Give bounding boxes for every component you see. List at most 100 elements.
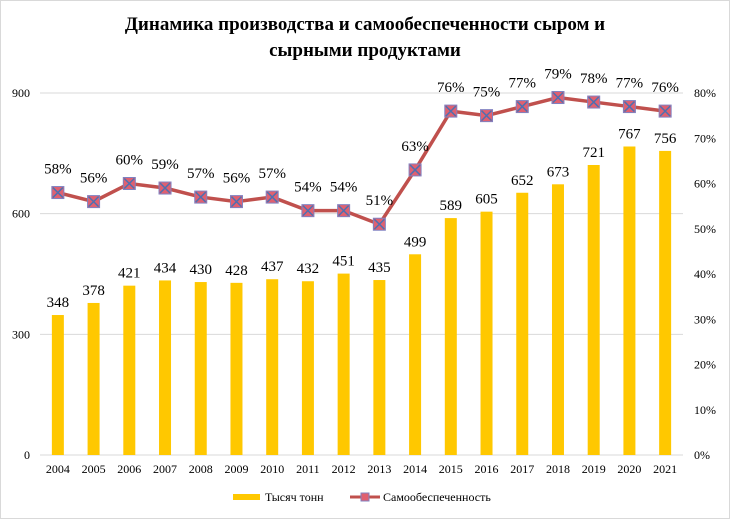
line-marker-cross xyxy=(659,105,671,117)
x-axis-tick-label: 2006 xyxy=(117,462,141,476)
x-axis-tick-label: 2015 xyxy=(439,462,463,476)
right-axis-tick-label: 40% xyxy=(694,267,716,281)
bar xyxy=(659,150,672,456)
right-axis-tick-label: 20% xyxy=(694,358,716,372)
line-marker-cross xyxy=(230,196,243,208)
line-marker-cross xyxy=(266,191,278,203)
x-axis-tick-label: 2016 xyxy=(475,462,499,476)
bar xyxy=(373,280,386,455)
line-marker-cross xyxy=(195,191,207,203)
left-axis-tick-label: 0 xyxy=(24,448,30,462)
bar xyxy=(51,315,64,455)
right-axis-tick-label: 30% xyxy=(694,312,716,326)
line-data-label: 57% xyxy=(187,166,215,182)
line-data-label: 56% xyxy=(223,171,251,187)
line-data-label: 76% xyxy=(437,80,465,96)
line-marker-cross xyxy=(445,105,457,117)
line-marker-cross xyxy=(480,110,493,122)
legend-swatch-marker xyxy=(360,492,370,502)
bar xyxy=(159,280,172,455)
bar-data-label: 434 xyxy=(154,260,177,276)
bar xyxy=(516,192,529,456)
line-marker-cross xyxy=(623,101,635,113)
line-data-label: 54% xyxy=(330,180,358,196)
line-marker-cross xyxy=(302,205,314,217)
line-data-label: 60% xyxy=(116,153,144,169)
line-data-label: 57% xyxy=(258,166,286,182)
bar-data-label: 435 xyxy=(368,260,391,276)
title-line-1: Динамика производства и самообеспеченнос… xyxy=(124,14,606,35)
line-marker-cross xyxy=(373,218,385,230)
right-axis-tick-label: 70% xyxy=(694,131,716,145)
line-data-label: 77% xyxy=(509,76,537,92)
bar xyxy=(623,146,636,456)
right-axis-tick-label: 10% xyxy=(694,403,716,417)
x-axis-tick-label: 2008 xyxy=(189,462,213,476)
bar-data-label: 348 xyxy=(47,295,70,311)
line-marker-cross xyxy=(52,187,64,199)
bar xyxy=(230,282,243,455)
line-marker-cross xyxy=(409,164,421,176)
bar xyxy=(551,184,564,455)
bar-data-label: 721 xyxy=(582,145,605,161)
x-axis-tick-label: 2020 xyxy=(617,462,641,476)
bar-data-label: 378 xyxy=(82,283,105,299)
bar xyxy=(587,164,600,455)
line-data-label: 77% xyxy=(616,76,644,92)
line-marker-cross xyxy=(88,196,100,208)
bar xyxy=(194,282,207,455)
bar-data-label: 756 xyxy=(654,131,677,147)
left-axis-tick-label: 600 xyxy=(12,207,30,221)
x-axis-tick-label: 2011 xyxy=(296,462,320,476)
legend-label-line: Самообеспеченность xyxy=(383,490,491,504)
line-data-label: 75% xyxy=(473,85,501,101)
bar-data-label: 437 xyxy=(261,259,284,275)
x-axis-tick-label: 2004 xyxy=(46,462,70,476)
x-axis-tick-label: 2019 xyxy=(582,462,606,476)
bar-data-label: 605 xyxy=(475,192,498,208)
line-data-label: 76% xyxy=(651,80,679,96)
line-marker-cross xyxy=(588,96,600,108)
line-data-label: 54% xyxy=(294,180,322,196)
bar-data-label: 499 xyxy=(404,234,427,250)
line-marker-cross xyxy=(159,182,171,194)
x-axis-tick-label: 2012 xyxy=(332,462,356,476)
x-axis-tick-label: 2007 xyxy=(153,462,177,476)
right-axis-tick-label: 0% xyxy=(694,448,710,462)
line-data-label: 63% xyxy=(401,139,429,155)
line-data-label: 79% xyxy=(544,67,572,83)
line-marker-cross xyxy=(516,101,528,113)
legend-label-bars: Тысяч тонн xyxy=(265,490,324,504)
chart-title: Динамика производства и самообеспеченнос… xyxy=(0,12,730,64)
x-axis-tick-label: 2010 xyxy=(260,462,284,476)
title-line-2: сырными продуктами xyxy=(269,40,461,61)
bar-data-label: 432 xyxy=(297,261,320,277)
line-series xyxy=(57,95,666,227)
bar-data-label: 428 xyxy=(225,263,248,279)
right-axis-tick-label: 60% xyxy=(694,177,716,191)
line-marker-cross xyxy=(123,177,135,190)
bar xyxy=(301,281,314,455)
x-axis-tick-label: 2018 xyxy=(546,462,570,476)
x-axis-tick-label: 2021 xyxy=(653,462,677,476)
line-data-label: 51% xyxy=(366,193,394,209)
bar-data-label: 430 xyxy=(190,262,213,278)
line-data-label: 78% xyxy=(580,71,608,87)
bar xyxy=(337,273,350,455)
bar xyxy=(409,254,422,455)
bar xyxy=(87,302,100,455)
line-marker-cross xyxy=(552,91,564,104)
line-data-label: 59% xyxy=(151,157,179,173)
bar-data-label: 673 xyxy=(547,164,570,180)
left-axis-tick-label: 900 xyxy=(12,86,30,100)
bar xyxy=(480,211,493,455)
x-axis-tick-label: 2005 xyxy=(82,462,106,476)
line-marker-cross xyxy=(338,205,350,217)
bar-data-label: 589 xyxy=(440,198,463,214)
bar-data-label: 767 xyxy=(618,126,641,142)
x-axis-tick-label: 2014 xyxy=(403,462,427,476)
bar-data-label: 421 xyxy=(118,266,141,282)
legend-swatch-bars xyxy=(233,494,260,500)
bar xyxy=(123,285,136,455)
